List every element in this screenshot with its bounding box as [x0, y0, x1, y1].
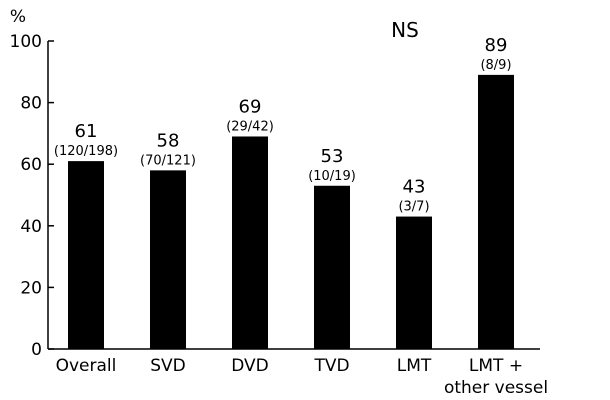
bar-count-label: (3/7): [398, 200, 429, 215]
bar-count-label: (70/121): [140, 153, 196, 168]
bar-value-label: 43: [403, 177, 426, 198]
x-category-label: LMT +: [469, 356, 523, 376]
bar: [150, 170, 186, 349]
bar: [396, 216, 432, 349]
bar-count-label: (120/198): [54, 144, 118, 159]
y-tick-label: 60: [20, 155, 42, 175]
x-category-label: SVD: [150, 356, 186, 376]
bar-value-label: 61: [75, 121, 98, 142]
significance-annotation: NS: [391, 18, 419, 42]
y-axis-unit-label: %: [10, 7, 26, 27]
bar-count-label: (10/19): [308, 169, 356, 184]
y-tick-label: 40: [20, 217, 42, 237]
bar-count-label: (29/42): [226, 119, 274, 134]
y-tick-label: 20: [20, 278, 42, 298]
x-category-label: LMT: [397, 356, 432, 376]
y-tick-label: 80: [20, 94, 42, 114]
x-category-label: DVD: [231, 356, 269, 376]
bar-value-label: 53: [321, 146, 344, 167]
bar: [68, 161, 104, 349]
bar-value-label: 69: [239, 96, 262, 117]
x-category-label: other vessel: [444, 378, 548, 398]
bar: [478, 74, 514, 349]
x-axis: Overall SVD DVD TVD LMT LMT +other vessel: [48, 348, 548, 398]
x-category-label: TVD: [313, 356, 349, 376]
bar-value-label: 58: [157, 130, 180, 151]
bar: [314, 185, 350, 349]
bar-value-label: 89: [485, 35, 508, 56]
y-tick-label: 100: [10, 32, 42, 52]
y-tick-label: 0: [31, 340, 42, 360]
bars: (120/198) 61 (70/121) 58 (29/42) 69 (10/19) 53 (…: [54, 35, 514, 349]
x-category-label: Overall: [56, 356, 117, 376]
bar: [232, 136, 268, 349]
y-axis: 0 20 40 60 80 100: [10, 32, 54, 360]
bar-count-label: (8/9): [480, 58, 511, 73]
